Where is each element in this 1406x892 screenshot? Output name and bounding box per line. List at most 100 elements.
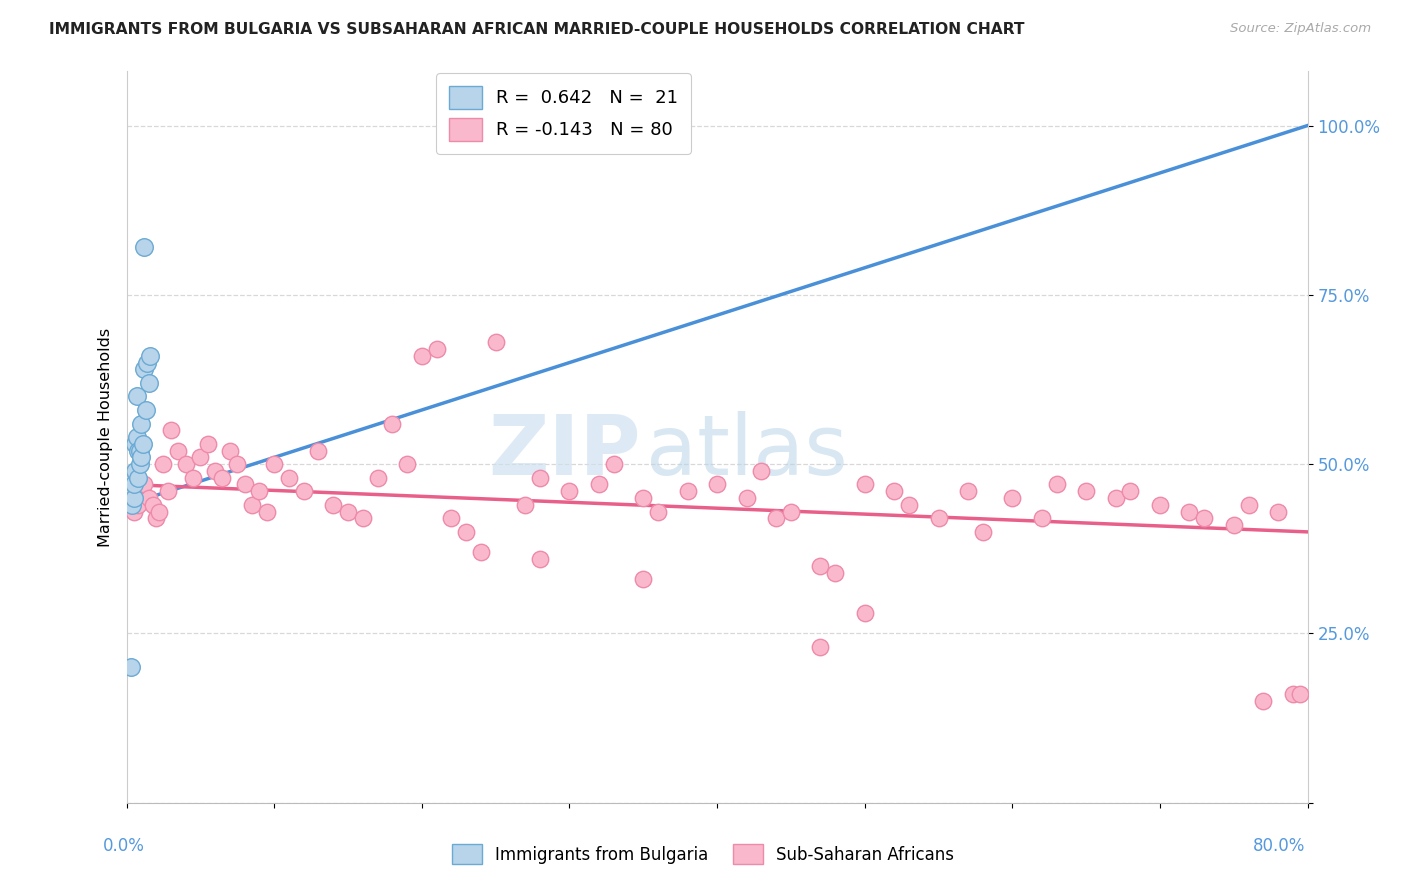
Point [588, 477, 610, 491]
Point [456, 524, 478, 539]
Point [633, 491, 655, 505]
Point [1267, 505, 1289, 519]
Point [853, 606, 876, 620]
Point [181, 471, 204, 485]
Point [128, 443, 150, 458]
Point [129, 450, 153, 465]
Point [470, 545, 492, 559]
Point [263, 457, 285, 471]
Point [125, 430, 148, 444]
Point [134, 362, 156, 376]
Point [1031, 511, 1053, 525]
Point [120, 660, 142, 674]
Point [132, 437, 155, 451]
Point [129, 484, 153, 499]
Point [633, 572, 655, 586]
Point [122, 491, 145, 505]
Point [676, 484, 699, 499]
Point [426, 342, 449, 356]
Point [127, 471, 149, 485]
Text: IMMIGRANTS FROM BULGARIA VS SUBSAHARAN AFRICAN MARRIED-COUPLE HOUSEHOLDS CORRELA: IMMIGRANTS FROM BULGARIA VS SUBSAHARAN A… [49, 22, 1025, 37]
Point [148, 505, 170, 519]
Point [160, 423, 183, 437]
Point [1194, 511, 1216, 525]
Point [211, 471, 233, 485]
Text: atlas: atlas [647, 411, 848, 492]
Point [411, 349, 433, 363]
Point [780, 505, 803, 519]
Point [233, 477, 256, 491]
Point [485, 335, 508, 350]
Point [122, 477, 145, 491]
Point [1289, 688, 1312, 702]
Point [440, 511, 463, 525]
Legend: R =  0.642   N =  21, R = -0.143   N = 80: R = 0.642 N = 21, R = -0.143 N = 80 [436, 73, 690, 153]
Point [292, 484, 315, 499]
Point [928, 511, 950, 525]
Point [1149, 498, 1171, 512]
Point [127, 498, 149, 512]
Point [156, 484, 179, 499]
Point [124, 464, 146, 478]
Point [529, 471, 551, 485]
Point [1237, 498, 1260, 512]
Legend: Immigrants from Bulgaria, Sub-Saharan Africans: Immigrants from Bulgaria, Sub-Saharan Af… [444, 838, 962, 871]
Point [972, 524, 994, 539]
Point [121, 498, 143, 512]
Point [167, 443, 190, 458]
Point [810, 640, 832, 654]
Point [278, 471, 301, 485]
Point [138, 376, 160, 390]
Point [226, 457, 249, 471]
Point [735, 491, 758, 505]
Point [381, 417, 404, 431]
Point [647, 505, 669, 519]
Point [1178, 505, 1201, 519]
Point [204, 464, 226, 478]
Point [142, 498, 165, 512]
Point [352, 511, 374, 525]
Point [249, 484, 271, 499]
Point [957, 484, 980, 499]
Point [751, 464, 773, 478]
Text: 80.0%: 80.0% [1253, 837, 1305, 855]
Point [1119, 484, 1142, 499]
Point [152, 457, 174, 471]
Point [322, 498, 344, 512]
Point [197, 437, 219, 451]
Point [188, 450, 212, 465]
Point [122, 505, 145, 519]
Point [145, 511, 167, 525]
Point [883, 484, 905, 499]
Point [529, 552, 551, 566]
Point [240, 498, 263, 512]
Point [1001, 491, 1024, 505]
Point [603, 457, 626, 471]
Point [125, 389, 148, 403]
Point [396, 457, 419, 471]
Point [256, 505, 278, 519]
Point [1076, 484, 1098, 499]
Text: 0.0%: 0.0% [103, 837, 145, 855]
Point [558, 484, 581, 499]
Point [308, 443, 330, 458]
Point [1223, 518, 1246, 533]
Point [1046, 477, 1069, 491]
Point [124, 437, 146, 451]
Point [706, 477, 728, 491]
Point [765, 511, 787, 525]
Point [1282, 688, 1305, 702]
Point [337, 505, 360, 519]
Point [898, 498, 921, 512]
Point [127, 443, 149, 458]
Point [128, 457, 150, 471]
Text: Source: ZipAtlas.com: Source: ZipAtlas.com [1230, 22, 1371, 36]
Point [1105, 491, 1128, 505]
Point [136, 355, 159, 369]
Point [138, 491, 160, 505]
Point [1253, 694, 1275, 708]
Point [135, 403, 157, 417]
Text: ZIP: ZIP [488, 411, 640, 492]
Point [824, 566, 846, 580]
Point [134, 240, 156, 254]
